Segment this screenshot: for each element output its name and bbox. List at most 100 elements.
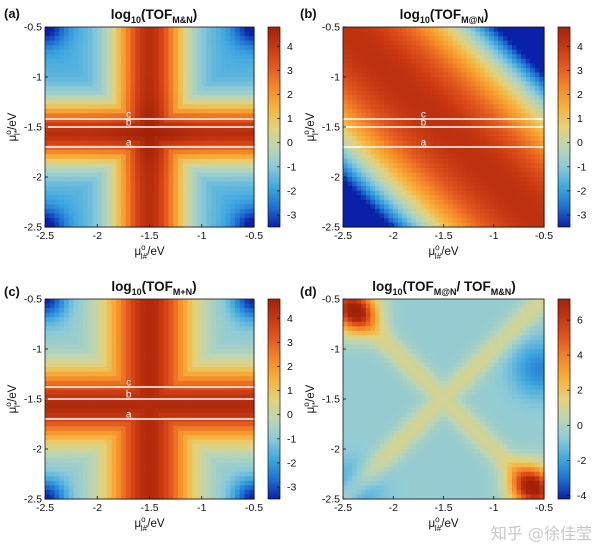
heatmap-cell	[74, 335, 79, 340]
heatmap-cell	[59, 168, 64, 173]
heatmap-cell	[457, 41, 462, 46]
heatmap-cell	[375, 72, 380, 77]
heatmap-cell	[131, 109, 136, 114]
heatmap-cell	[494, 136, 499, 141]
heatmap-cell	[159, 27, 164, 32]
heatmap-cell	[384, 68, 389, 73]
heatmap-cell	[140, 204, 145, 209]
heatmap-cell	[521, 68, 526, 73]
heatmap-cell	[197, 172, 202, 177]
heatmap-cell	[466, 50, 471, 55]
heatmap-cell	[498, 182, 503, 187]
heatmap-cell	[425, 50, 430, 55]
heatmap-cell	[69, 344, 74, 349]
heatmap-cell	[434, 150, 439, 155]
heatmap-cell	[366, 63, 371, 68]
heatmap-cell	[88, 41, 93, 46]
heatmap-cell	[88, 82, 93, 87]
heatmap-cell	[439, 32, 444, 37]
heatmap-cell	[97, 150, 102, 155]
heatmap-cell	[140, 154, 145, 159]
heatmap-cell	[192, 59, 197, 64]
heatmap-cell	[384, 63, 389, 68]
heatmap-cell	[457, 104, 462, 109]
heatmap-cell	[145, 95, 150, 100]
heatmap-cell	[416, 82, 421, 87]
heatmap-cell	[88, 408, 93, 413]
heatmap-cell	[489, 154, 494, 159]
heatmap-cell	[402, 141, 407, 146]
heatmap-cell	[164, 136, 169, 141]
heatmap-cell	[131, 313, 136, 318]
heatmap-cell	[102, 195, 107, 200]
heatmap-cell	[384, 32, 389, 37]
heatmap-cell	[521, 172, 526, 177]
heatmap-cell	[131, 195, 136, 200]
heatmap-cell	[494, 186, 499, 191]
heatmap-cell	[93, 426, 98, 431]
heatmap-cell	[173, 95, 178, 100]
heatmap-cell	[145, 426, 150, 431]
heatmap-cell	[50, 463, 55, 468]
heatmap-cell	[107, 163, 112, 168]
heatmap-cell	[164, 141, 169, 146]
heatmap-cell	[78, 86, 83, 91]
heatmap-cell	[116, 354, 121, 359]
heatmap-cell	[434, 177, 439, 182]
heatmap-cell	[489, 41, 494, 46]
heatmap-cell	[380, 200, 385, 205]
heatmap-cell	[83, 376, 88, 381]
heatmap-cell	[494, 150, 499, 155]
heatmap-cell	[202, 136, 207, 141]
heatmap-cell	[216, 191, 221, 196]
heatmap-cell	[78, 354, 83, 359]
heatmap-cell	[521, 82, 526, 87]
heatmap-cell	[407, 95, 412, 100]
heatmap-cell	[93, 191, 98, 196]
heatmap-cell	[74, 54, 79, 59]
heatmap-cell	[169, 113, 174, 118]
heatmap-cell	[59, 385, 64, 390]
heatmap-cell	[107, 381, 112, 386]
heatmap-cell	[74, 331, 79, 336]
heatmap-cell	[45, 358, 50, 363]
heatmap-cell	[489, 209, 494, 214]
heatmap-cell	[526, 91, 531, 96]
heatmap-cell	[64, 472, 69, 477]
heatmap-cell	[126, 358, 131, 363]
heatmap-cell	[102, 41, 107, 46]
heatmap-cell	[112, 313, 117, 318]
heatmap-cell	[416, 195, 421, 200]
heatmap-cell	[45, 136, 50, 141]
heatmap-cell	[348, 27, 353, 32]
heatmap-cell	[140, 213, 145, 218]
heatmap-cell	[402, 109, 407, 114]
heatmap-cell	[361, 163, 366, 168]
heatmap-cell	[485, 86, 490, 91]
heatmap-cell	[407, 159, 412, 164]
heatmap-cell	[245, 168, 250, 173]
heatmap-cell	[421, 27, 426, 32]
heatmap-cell	[393, 159, 398, 164]
heatmap-cell	[207, 163, 212, 168]
heatmap-cell	[178, 91, 183, 96]
heatmap-cell	[188, 141, 193, 146]
heatmap-cell	[457, 27, 462, 32]
heatmap-cell	[434, 154, 439, 159]
heatmap-cell	[380, 172, 385, 177]
heatmap-cell	[116, 426, 121, 431]
heatmap-cell	[439, 186, 444, 191]
heatmap-cell	[173, 63, 178, 68]
heatmap-cell	[145, 159, 150, 164]
colorbar-tick-label: 4	[287, 41, 293, 53]
heatmap-cell	[192, 82, 197, 87]
heatmap-cell	[45, 50, 50, 55]
heatmap-cell	[462, 41, 467, 46]
heatmap-cell	[402, 113, 407, 118]
heatmap-cell	[211, 200, 216, 205]
heatmap-cell	[439, 218, 444, 223]
heatmap-cell	[471, 109, 476, 114]
heatmap-cell	[494, 68, 499, 73]
heatmap-cell	[64, 100, 69, 105]
heatmap-cell	[526, 182, 531, 187]
